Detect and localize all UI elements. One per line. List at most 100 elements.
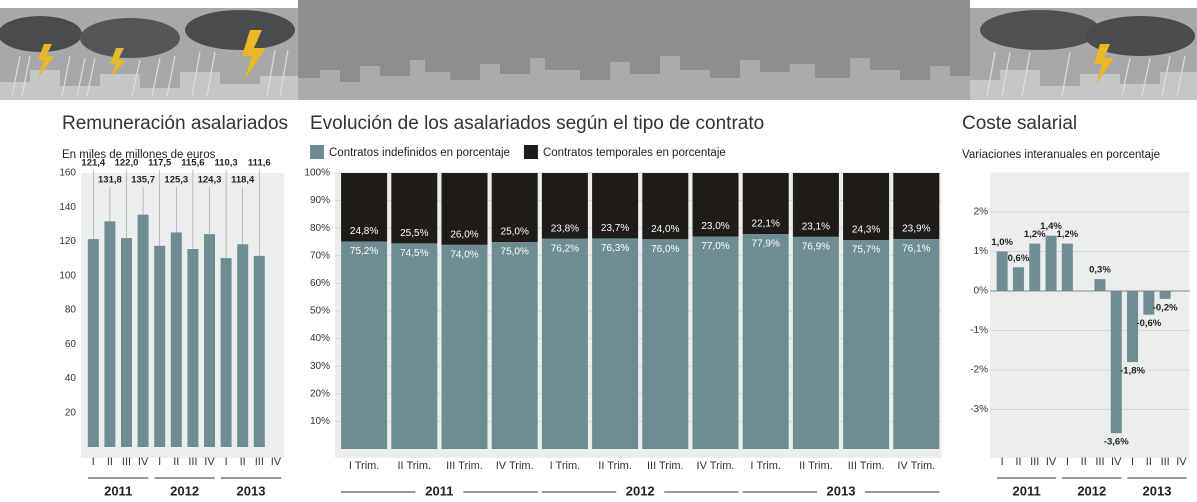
x-tick-label: II <box>1146 456 1152 468</box>
x-tick-label: I <box>1066 456 1069 468</box>
bar-segment <box>692 236 739 449</box>
y-tick-label: 100% <box>304 168 330 179</box>
x-tick-label: II <box>173 456 179 468</box>
value-label: 131,8 <box>98 175 122 186</box>
y-tick-label: 20% <box>310 388 330 399</box>
y-tick-label: 90% <box>310 195 330 206</box>
bar-segment <box>441 244 488 449</box>
value-label: 24,0% <box>651 224 679 235</box>
y-tick-label: 80% <box>310 223 330 234</box>
bar <box>253 255 265 447</box>
year-label: 2013 <box>1143 483 1172 498</box>
value-label: 1,2% <box>1024 229 1046 240</box>
y-tick-label: 140 <box>59 202 76 213</box>
bar-segment <box>893 173 940 239</box>
value-label: 77,9% <box>752 239 780 250</box>
y-tick-label: 30% <box>310 361 330 372</box>
value-label: 124,3 <box>198 175 222 186</box>
value-label: 0,3% <box>1089 265 1111 276</box>
y-tick-label: 160 <box>59 168 76 179</box>
legend-swatch <box>310 145 324 159</box>
x-tick-label: IV Trim. <box>897 460 935 472</box>
value-label: 74,0% <box>450 249 478 260</box>
bar-segment <box>491 173 538 242</box>
y-tick-label: 60% <box>310 278 330 289</box>
legend-label: Contratos temporales en porcentaje <box>543 147 726 159</box>
header-decoration <box>0 0 1197 100</box>
value-label: 25,5% <box>400 228 428 239</box>
value-label: 76,3% <box>601 243 629 254</box>
value-label: 75,0% <box>501 247 529 258</box>
x-tick-label: I <box>158 456 161 468</box>
bar-segment <box>843 173 890 241</box>
x-tick-label: II Trim. <box>397 460 431 472</box>
bar-segment <box>642 173 689 240</box>
value-label: 118,4 <box>231 175 255 186</box>
year-label: 2011 <box>425 483 453 498</box>
bar-segment <box>391 173 438 244</box>
bar-segment <box>792 236 839 449</box>
x-tick-label: III <box>1030 456 1039 468</box>
x-tick-label: I Trim. <box>349 460 380 472</box>
y-tick-label: 40% <box>310 333 330 344</box>
x-tick-label: II <box>1015 456 1021 468</box>
bar <box>1110 291 1122 434</box>
value-label: 23,8% <box>551 223 579 234</box>
year-label: 2013 <box>827 483 856 498</box>
bar <box>204 234 215 447</box>
bar <box>137 214 149 447</box>
value-label: 117,5 <box>148 158 172 169</box>
bar-segment <box>592 238 639 449</box>
bar <box>187 249 199 447</box>
bar-segment <box>692 173 739 237</box>
value-label: 1,0% <box>991 237 1013 248</box>
bar <box>996 251 1008 291</box>
year-label: 2012 <box>170 483 199 498</box>
x-tick-label: IV <box>271 456 282 468</box>
bar <box>1159 291 1171 299</box>
value-label: 135,7 <box>131 175 155 186</box>
x-tick-label: IV <box>138 456 149 468</box>
x-tick-label: IV <box>204 456 215 468</box>
chart-title: Coste salarial <box>962 113 1077 134</box>
x-tick-label: III <box>255 456 264 468</box>
year-label: 2012 <box>626 483 655 498</box>
bar <box>170 232 182 447</box>
x-tick-label: III <box>122 456 131 468</box>
bar-segment <box>541 173 588 239</box>
bar-segment <box>843 240 890 449</box>
x-tick-label: I Trim. <box>550 460 581 472</box>
y-tick-label: 2% <box>974 207 989 218</box>
y-tick-label: 100 <box>59 270 76 281</box>
y-tick-label: 40 <box>65 373 77 384</box>
bar <box>1127 291 1139 363</box>
bar-segment <box>592 173 639 239</box>
bar <box>87 239 99 447</box>
y-tick-label: 10% <box>310 416 330 427</box>
bar <box>1094 279 1106 291</box>
value-label: 0,6% <box>1008 253 1030 264</box>
y-tick-label: -3% <box>970 404 988 415</box>
x-tick-label: I <box>1131 456 1134 468</box>
y-tick-label: 60 <box>65 339 77 350</box>
chart-title: Remuneración asalariados <box>62 113 288 134</box>
year-label: 2011 <box>104 483 132 498</box>
value-label: 76,2% <box>551 243 579 254</box>
legend-label: Contratos indefinidos en porcentaje <box>329 147 510 159</box>
x-tick-label: II <box>107 456 113 468</box>
x-tick-label: IV <box>1046 456 1057 468</box>
value-label: 74,5% <box>400 248 428 259</box>
value-label: 25,0% <box>501 227 529 238</box>
value-label: 75,2% <box>350 246 378 257</box>
x-tick-label: III <box>188 456 197 468</box>
year-label: 2011 <box>1012 483 1040 498</box>
value-label: -1,8% <box>1120 366 1145 377</box>
value-label: 1,2% <box>1057 229 1079 240</box>
x-tick-label: IV Trim. <box>496 460 534 472</box>
value-label: 75,7% <box>852 245 880 256</box>
value-label: -0,2% <box>1153 302 1178 313</box>
x-tick-label: I <box>1001 456 1004 468</box>
value-label: -0,6% <box>1136 318 1161 329</box>
y-tick-label: 0% <box>974 286 989 297</box>
